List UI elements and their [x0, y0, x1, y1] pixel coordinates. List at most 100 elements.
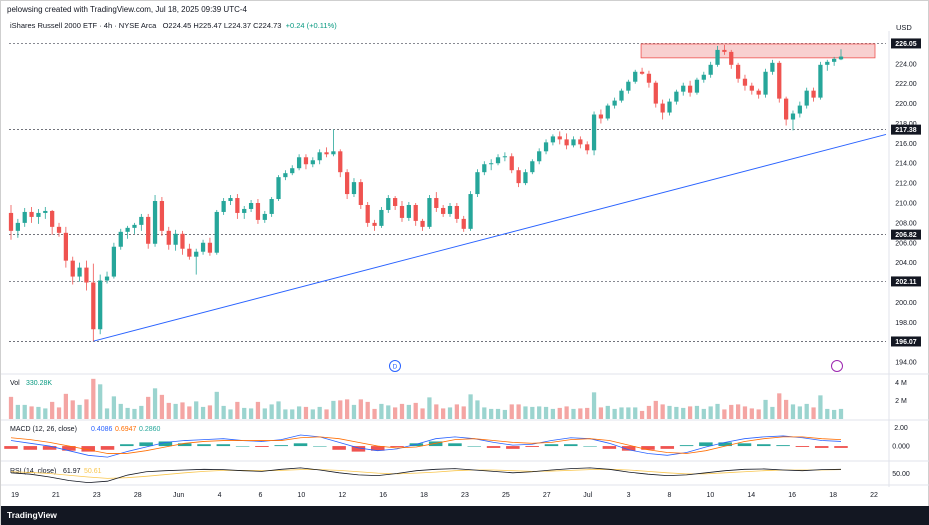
volume-bar [296, 406, 302, 419]
macd-tick: 0.000 [892, 444, 910, 451]
volume-bar [146, 396, 151, 419]
volume-bar [372, 408, 377, 419]
candle-body [681, 85, 686, 92]
macd-histogram-bar [274, 445, 288, 447]
candle-body [221, 201, 226, 212]
macd-histogram-bar [428, 441, 443, 447]
candle-body [228, 198, 233, 202]
volume-bar [715, 403, 720, 419]
x-tick-label: 25 [502, 492, 510, 499]
volume-bar [118, 403, 123, 419]
volume-bar [598, 407, 604, 419]
volume-bar [358, 399, 363, 419]
candle-body [290, 168, 295, 174]
candle-body [653, 82, 658, 104]
candle-body [393, 198, 398, 206]
candle-body [427, 198, 432, 227]
macd-histogram-bar [351, 446, 366, 452]
candle-body [317, 152, 322, 161]
candle-body [619, 90, 624, 101]
volume-bar [550, 408, 556, 419]
candle-body [811, 90, 816, 98]
signal-line [10, 436, 842, 454]
candle-body [146, 216, 151, 244]
price-label-box [891, 124, 921, 135]
volume-bar [578, 408, 583, 419]
volume-bar [324, 409, 329, 419]
rsi-tick: 50.00 [892, 471, 910, 478]
x-tick-label: 4 [218, 492, 222, 499]
volume-bar [530, 406, 535, 419]
candle-body [406, 204, 411, 218]
volume-bar [22, 404, 27, 419]
volume-bar [523, 406, 528, 419]
candle-body [36, 212, 41, 217]
volume-bar [56, 407, 62, 419]
macd-histogram-bar [4, 446, 18, 449]
volume-bar [681, 407, 686, 419]
candle-body [262, 213, 267, 220]
macd-histogram-bar [139, 442, 153, 447]
candle-body [715, 49, 720, 65]
candle-body [639, 71, 645, 74]
candle-body [441, 207, 446, 214]
macd-histogram-bar [776, 445, 790, 447]
candle-body [818, 64, 823, 98]
volume-bar [804, 403, 809, 419]
candle-body [434, 198, 439, 208]
candle-body [770, 62, 775, 72]
macd-histogram-bar [255, 446, 269, 447]
candle-body [790, 113, 796, 120]
volume-bar [104, 408, 110, 419]
volume-bar [365, 401, 370, 419]
macd-histogram-bar [81, 446, 95, 452]
price-change: +0.24 (+0.11%) [285, 21, 337, 30]
candle-body [303, 157, 309, 165]
candle-body [530, 161, 535, 173]
candle-body [358, 182, 363, 205]
macd-histogram-bar [467, 446, 482, 447]
volume-bar [564, 406, 569, 419]
macd-histogram-bar [332, 446, 346, 450]
candle-body [200, 242, 206, 252]
candle-body [612, 100, 617, 106]
price-chart[interactable]: 194.00196.00198.00200.00202.00204.00206.… [1, 1, 929, 506]
candle-body [509, 156, 514, 171]
candle-body [166, 230, 171, 245]
macd-histogram-bar [679, 445, 694, 447]
volume-bar [207, 405, 213, 419]
candle-body [543, 142, 549, 152]
volume-bar [70, 400, 75, 419]
volume-bar [29, 406, 34, 419]
macd-histogram-bar [390, 446, 404, 447]
candle-body [296, 157, 302, 169]
volume-bar [585, 407, 590, 419]
candle-body [420, 220, 425, 227]
candle-body [598, 114, 604, 119]
candle-body [235, 198, 240, 213]
candle-body [139, 216, 144, 225]
volume-bar [468, 394, 473, 419]
volume-bar [125, 407, 130, 419]
candle-body [489, 163, 494, 165]
volume-bar [228, 409, 233, 419]
volume-bar [50, 401, 55, 419]
candle-body [729, 51, 734, 65]
candle-body [667, 101, 672, 113]
volume-bar [8, 396, 14, 419]
y-tick-label: 198.00 [895, 320, 917, 327]
volume-bar [660, 404, 665, 419]
macd-histogram-bar [602, 446, 617, 449]
y-tick-label: 216.00 [895, 141, 917, 148]
candle-body [194, 251, 199, 257]
candle-body [173, 233, 178, 245]
price-label-box [891, 229, 921, 240]
volume-bar [482, 407, 487, 419]
candle-body [502, 156, 508, 158]
macd-histogram-bar [42, 446, 57, 450]
volume-bar [475, 400, 480, 419]
volume-bar [605, 405, 610, 419]
symbol-line: iShares Russell 2000 ETF · 4h · NYSE Arc… [10, 21, 337, 30]
volume-bar [43, 408, 48, 419]
candle-body [372, 222, 377, 226]
